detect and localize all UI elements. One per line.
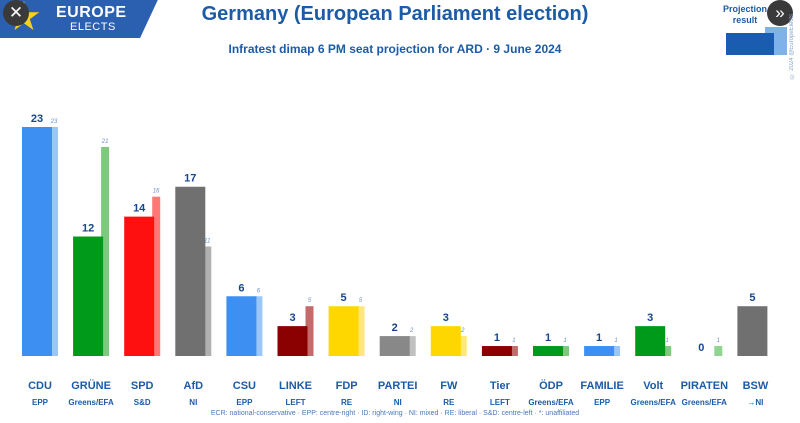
group-label-tier: LEFT <box>490 398 510 407</box>
group-label-fw: RE <box>443 398 455 407</box>
result-bar-spd <box>152 196 161 356</box>
result-bar-tier <box>509 346 518 356</box>
result-bar-grne <box>101 146 110 356</box>
group-label-linke: LEFT <box>286 398 306 407</box>
group-label-csu: EPP <box>236 398 253 407</box>
party-label-tier: Tier <box>490 380 511 392</box>
chart-subtitle: Infratest dimap 6 PM seat projection for… <box>228 42 562 56</box>
result-bar-dp <box>561 346 569 356</box>
projection-value-piraten: 0 <box>698 342 704 354</box>
next-icon[interactable]: » <box>767 0 793 26</box>
projection-bar-familie <box>584 346 615 356</box>
party-label-csu: CSU <box>233 380 256 392</box>
projection-value-dp: 1 <box>545 332 551 344</box>
result-value-grne: 21 <box>101 139 109 145</box>
projection-value-afd: 17 <box>184 173 196 185</box>
result-value-tier: 1 <box>512 338 515 344</box>
projection-bar-csu <box>226 296 257 356</box>
result-value-fdp: 5 <box>359 298 363 304</box>
group-label-afd: NI <box>189 398 197 407</box>
result-value-familie: 1 <box>614 338 617 344</box>
result-bar-fdp <box>356 306 365 356</box>
party-label-cdu: CDU <box>28 380 52 392</box>
legend-label: Projection result <box>722 4 767 25</box>
projection-bar-partei <box>379 336 410 356</box>
projection-bar-dp <box>533 346 563 356</box>
group-label-spd: S&D <box>134 398 151 407</box>
projection-bar-tier <box>481 346 512 356</box>
projection-value-linke: 3 <box>289 312 295 324</box>
result-value-partei: 2 <box>409 328 414 334</box>
party-label-fdp: FDP <box>336 380 358 392</box>
logo-line1: EUROPE <box>56 4 127 21</box>
projection-value-fw: 3 <box>443 312 449 324</box>
projection-bar-grne <box>73 236 104 356</box>
footnote: ECR: national-conservative · EPP: centre… <box>210 410 580 417</box>
projection-value-tier: 1 <box>494 332 500 344</box>
group-label-familie: EPP <box>594 398 611 407</box>
party-label-spd: SPD <box>131 380 154 392</box>
party-label-grne: GRÜNE <box>71 379 111 392</box>
result-value-spd: 16 <box>153 189 160 195</box>
projection-bar-bsw <box>737 306 768 356</box>
result-bar-partei <box>407 336 416 356</box>
result-bar-csu <box>254 296 263 356</box>
result-value-csu: 6 <box>257 288 261 294</box>
projection-bar-fdp <box>328 306 359 356</box>
group-label-cdu: EPP <box>32 398 49 407</box>
projection-value-spd: 14 <box>133 203 146 215</box>
result-value-cdu: 23 <box>50 119 58 125</box>
party-label-bsw: BSW <box>743 380 769 392</box>
result-bar-cdu <box>50 127 58 356</box>
projection-bar-spd <box>124 216 155 356</box>
chart-title: Germany (European Parliament election) <box>201 3 589 25</box>
party-label-linke: LINKE <box>279 380 312 392</box>
projection-value-csu: 6 <box>238 282 244 294</box>
projection-value-cdu: 23 <box>31 113 43 125</box>
projection-value-volt: 3 <box>647 312 653 324</box>
result-value-dp: 1 <box>563 338 566 344</box>
result-bar-linke <box>305 306 314 356</box>
result-bar-piraten <box>714 346 723 356</box>
party-label-partei: PARTEI <box>378 380 418 392</box>
projection-bar-volt <box>635 326 666 356</box>
party-label-familie: FAMILIE <box>580 380 623 392</box>
result-bar-familie <box>612 346 621 356</box>
group-label-bsw: →NI <box>747 398 763 407</box>
result-value-fw: 2 <box>460 328 465 334</box>
result-bar-fw <box>458 336 467 356</box>
close-icon[interactable]: ✕ <box>3 0 29 26</box>
projection-bar-cdu <box>22 127 52 356</box>
group-label-dp: Greens/EFA <box>528 398 574 407</box>
projection-value-fdp: 5 <box>341 292 347 304</box>
party-label-fw: FW <box>440 380 458 392</box>
group-label-fdp: RE <box>341 398 353 407</box>
group-label-volt: Greens/EFA <box>631 398 677 407</box>
projection-value-partei: 2 <box>392 322 398 334</box>
result-value-afd: 11 <box>204 238 210 244</box>
party-label-piraten: PIRATEN <box>681 380 729 392</box>
result-value-volt: 1 <box>666 338 669 344</box>
projection-value-grne: 12 <box>82 223 94 235</box>
result-bar-volt <box>663 346 672 356</box>
party-label-volt: Volt <box>643 380 663 392</box>
projection-value-familie: 1 <box>596 332 602 344</box>
result-value-linke: 5 <box>308 298 312 304</box>
projection-bar-fw <box>430 326 461 356</box>
group-label-piraten: Greens/EFA <box>682 398 728 407</box>
legend-swatch-projection <box>726 33 774 55</box>
result-bar-afd <box>203 246 212 356</box>
party-label-afd: AfD <box>184 380 204 392</box>
projection-bar-afd <box>175 186 206 356</box>
party-label-dp: ÖDP <box>539 379 563 392</box>
projection-bar-linke <box>277 326 308 356</box>
projection-value-bsw: 5 <box>749 292 755 304</box>
group-label-grne: Greens/EFA <box>68 398 114 407</box>
group-label-partei: NI <box>394 398 402 407</box>
result-value-piraten: 1 <box>717 338 720 344</box>
logo-line2: ELECTS <box>70 21 116 33</box>
